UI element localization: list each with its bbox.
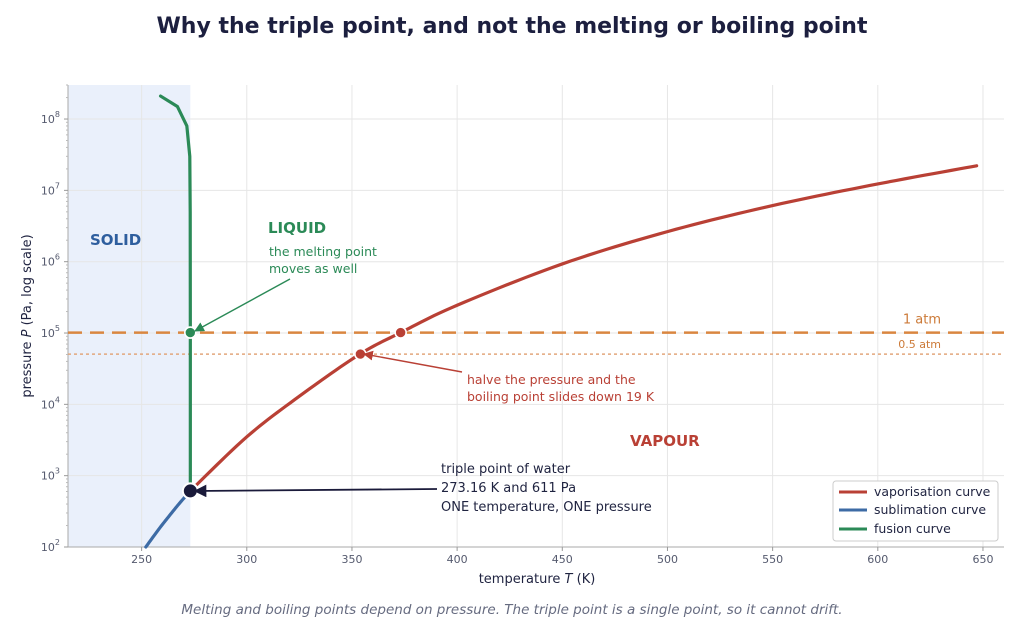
y-axis-label: pressure P (Pa, log scale) [20,234,35,397]
x-tick-label: 550 [762,553,783,566]
triple-point-annotation-line3: ONE temperature, ONE pressure [441,500,652,515]
x-tick-label: 400 [447,553,468,566]
y-tick-label: 103 [41,467,60,483]
triple-point-annotation-line1: triple point of water [441,462,571,477]
boiling-annotation-line2: boiling point slides down 19 K [467,389,655,404]
x-axis-label: temperature T (K) [479,572,596,587]
reference-label-1atm: 1 atm [903,313,941,328]
axes: 250 300 350 400 450 500 550 600 650 102 103 104 105 1… [41,84,1004,566]
x-tick-label: 450 [552,553,573,566]
x-tick-label: 650 [972,553,993,566]
grid [68,85,1004,548]
boiling-annotation-line1: halve the pressure and the [467,372,636,387]
y-tick-label: 107 [41,181,60,197]
y-tick-label: 102 [41,538,60,554]
liquid-region-label: LIQUID [268,219,326,237]
melting-annotation-line2: moves as well [269,261,357,276]
reference-label-half-atm: 0.5 atm [898,338,941,351]
legend-box [832,480,999,542]
legend-label-vaporisation: vaporisation curve [874,484,991,499]
solid-region-label: SOLID [90,231,141,249]
triple-point-annotation-line2: 273.16 K and 611 Pa [441,481,576,496]
legend: vaporisation curve sublimation curve fus… [832,480,999,542]
vaporisation-curve-line [188,164,979,493]
x-tick-label: 350 [341,553,362,566]
legend-label-sublimation: sublimation curve [874,502,986,517]
y-tick-label: 106 [41,253,60,269]
sublimation-curve-line [144,489,192,549]
x-tick-label: 300 [236,553,257,566]
x-tick-label: 250 [131,553,152,566]
legend-label-fusion: fusion curve [874,521,951,536]
curve-marker-0 [184,326,197,339]
y-tick-label: 108 [41,110,60,126]
x-tick-label: 500 [657,553,678,566]
melting-annotation-arrow [194,278,291,332]
triple-point-annotation-arrow [193,484,438,498]
melting-annotation-line1: the melting point [269,244,377,259]
vapour-region-label: VAPOUR [630,432,700,450]
y-tick-label: 104 [41,395,60,411]
chart-caption: Melting and boiling points depend on pre… [181,602,843,618]
phase-diagram-chart: 250 300 350 400 450 500 550 600 650 102 103 104 105 1… [20,84,1004,587]
chart-title: Why the triple point, and not the meltin… [156,14,868,39]
y-tick-label: 105 [41,324,60,340]
curve-marker-1 [394,326,407,339]
solid-region-shading [68,85,191,547]
x-tick-label: 600 [867,553,888,566]
boiling-annotation-arrow [363,350,463,373]
